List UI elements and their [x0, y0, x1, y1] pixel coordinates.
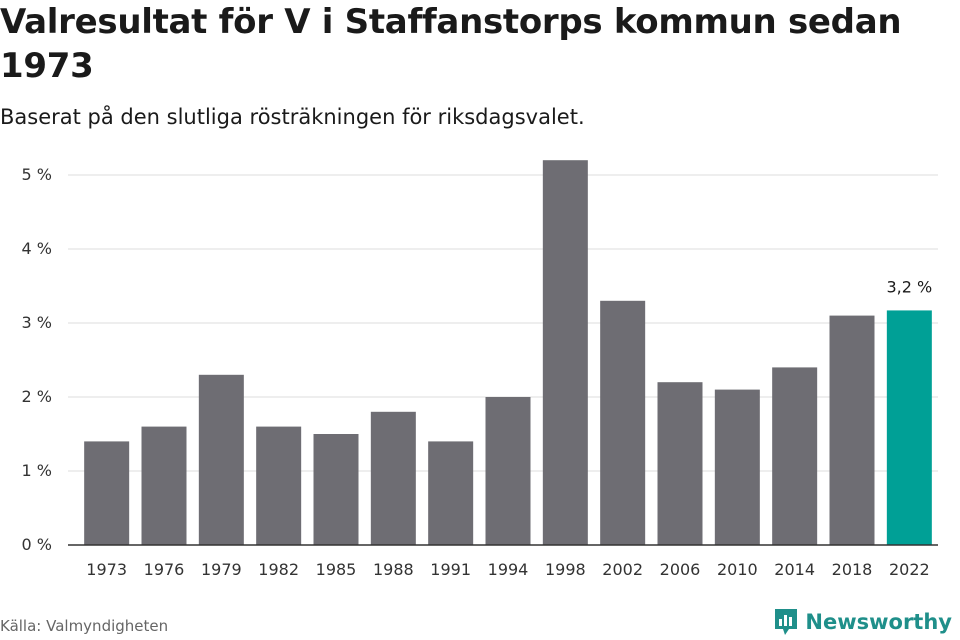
y-tick-label: 4 % [22, 239, 52, 258]
bar [141, 426, 187, 545]
bar [886, 310, 932, 545]
bar [198, 374, 244, 545]
x-tick-label: 2014 [774, 560, 815, 579]
bar [714, 389, 760, 545]
bar-chart: 0 % 1 % 2 % 3 % 4 % 5 % 1973 1976 1979 1982 1985 19… [22, 160, 938, 579]
y-tick-label: 2 % [22, 387, 52, 406]
chart-title: Valresultat för V i Staffanstorps kommun… [0, 2, 902, 86]
x-tick-label: 2002 [602, 560, 643, 579]
data-label: 3,2 % [886, 277, 932, 296]
y-tick-label: 5 % [22, 165, 52, 184]
bar [829, 315, 875, 545]
x-tick-label: 1988 [373, 560, 414, 579]
x-tick-label: 1991 [430, 560, 471, 579]
x-tick-label: 1979 [201, 560, 242, 579]
y-tick-label: 1 % [22, 461, 52, 480]
brand-logo[interactable]: Newsworthy [773, 607, 952, 637]
bar [485, 397, 531, 545]
x-tick-label: 1994 [488, 560, 529, 579]
bar [313, 434, 359, 545]
brand-name: Newsworthy [805, 610, 952, 634]
y-tick-label: 0 % [22, 535, 52, 554]
y-tick-label: 3 % [22, 313, 52, 332]
bar [370, 411, 416, 545]
x-tick-label: 2006 [660, 560, 701, 579]
x-tick-label: 1982 [258, 560, 299, 579]
newsworthy-logo-icon [775, 609, 798, 635]
bar [657, 382, 703, 545]
x-tick-label: 1985 [316, 560, 357, 579]
x-tick-label: 1976 [144, 560, 185, 579]
source-note: Källa: Valmyndigheten [0, 617, 169, 635]
x-tick-label: 2018 [832, 560, 873, 579]
bar [600, 300, 646, 545]
bar [542, 160, 588, 545]
bar [428, 441, 474, 545]
bar [772, 367, 818, 545]
bar [84, 441, 130, 545]
x-tick-label: 1998 [545, 560, 586, 579]
x-tick-label: 2010 [717, 560, 758, 579]
bar [256, 426, 302, 545]
x-tick-label: 2022 [889, 560, 930, 579]
chart-subtitle: Baserat på den slutliga rösträkningen fö… [0, 105, 585, 129]
x-tick-label: 1973 [86, 560, 127, 579]
